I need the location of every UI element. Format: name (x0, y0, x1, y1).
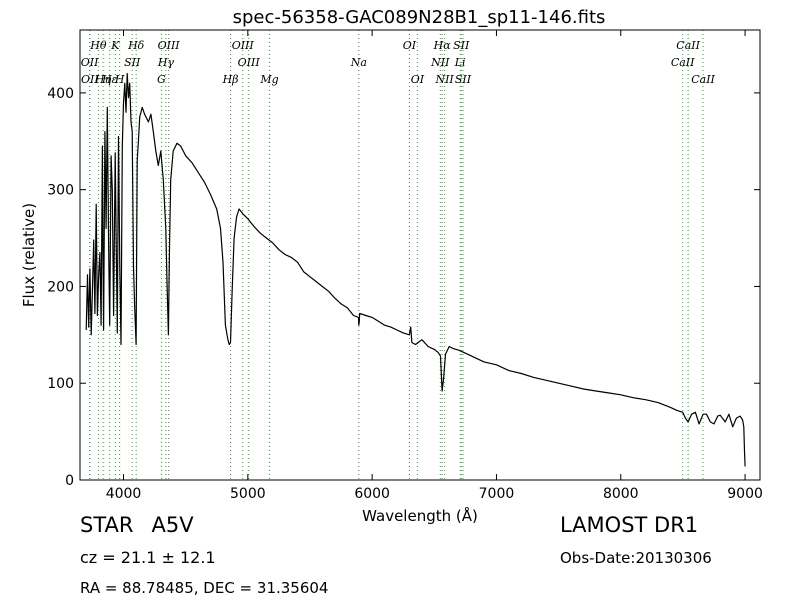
annotation-label: G (157, 73, 166, 86)
y-tick-label: 0 (65, 473, 74, 489)
annotation-label: Mg (259, 73, 278, 86)
spectrum-line (85, 72, 746, 467)
annotation-label: Hβ (222, 73, 239, 86)
x-tick-label: 4000 (106, 486, 142, 502)
object-class: STAR A5V (80, 513, 212, 537)
annotation-label: OIII (238, 56, 261, 69)
annotation-label: OI (411, 73, 425, 86)
x-tick-label: 5000 (230, 486, 266, 502)
obs-date-label: Obs-Date:20130306 (560, 549, 712, 567)
y-tick-label: 300 (47, 183, 74, 199)
y-axis: 0 100 200 300 400 (47, 86, 760, 489)
annotation-label: Li (454, 56, 466, 69)
annotation-label: Hη (94, 73, 112, 86)
y-tick-label: 200 (47, 279, 74, 295)
plot-frame (79, 29, 761, 481)
x-axis-label: Wavelength (Å) (362, 506, 478, 525)
emission-line-markers (89, 30, 704, 480)
annotation-label: SII (453, 39, 470, 52)
x-tick-label: 9000 (727, 486, 763, 502)
annotation-label: H (114, 73, 125, 86)
y-tick-label: 400 (47, 86, 74, 102)
annotation-label: Hδ (127, 39, 145, 52)
annotation-label: NII (430, 56, 450, 69)
survey-label: LAMOST DR1 (560, 513, 699, 537)
x-axis: 4000 5000 6000 7000 8000 9000 (106, 30, 763, 502)
spectrum-series (85, 72, 746, 467)
x-tick-label: 6000 (354, 486, 390, 502)
annotation-label: Hθ (89, 39, 107, 52)
class-label: STAR (80, 513, 134, 537)
annotation-label: K (110, 39, 120, 52)
x-tick-label: 7000 (479, 486, 515, 502)
coordinates-label: RA = 88.78485, DEC = 31.35604 (80, 579, 329, 597)
y-axis-label: Flux (relative) (20, 203, 38, 307)
annotation-label: CaII (676, 39, 700, 52)
annotation-label: OI (403, 39, 417, 52)
annotation-label: Na (350, 56, 367, 69)
annotation-label: Hγ (157, 56, 175, 69)
annotation-label: CaII (671, 56, 695, 69)
annotation-label: OIII (158, 39, 181, 52)
annotation-label: Hα (433, 39, 452, 52)
chart-title: spec-56358-GAC089N28B1_sp11-146.fits (233, 7, 606, 28)
annotation-label: NII (434, 73, 454, 86)
annotation-label: SII (455, 73, 472, 86)
redshift-label: cz = 21.1 ± 12.1 (80, 548, 216, 567)
annotation-label: OIII (232, 39, 255, 52)
annotation-label: OII (81, 56, 99, 69)
annotation-label: CaII (691, 73, 715, 86)
annotation-label: Hε (101, 73, 118, 86)
y-tick-label: 100 (47, 376, 74, 392)
x-tick-label: 8000 (603, 486, 639, 502)
annotation-label: SII (124, 56, 141, 69)
subclass-label: A5V (151, 513, 194, 537)
annotation-label: OII (81, 73, 99, 86)
